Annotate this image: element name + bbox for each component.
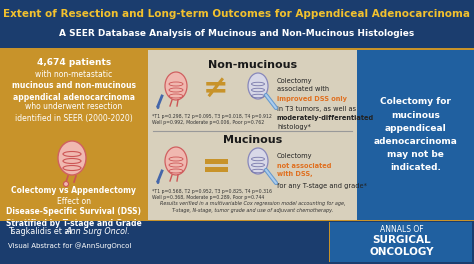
Text: in T3 tumors, as well as: in T3 tumors, as well as [277, 106, 356, 112]
Text: Disease-Specific Survival (DSS)
Stratified by T-stage and Grade: Disease-Specific Survival (DSS) Stratifi… [6, 207, 142, 228]
Text: Effect on: Effect on [57, 197, 91, 206]
Text: Visual Abstract for @AnnSurgOncol: Visual Abstract for @AnnSurgOncol [8, 243, 131, 249]
Text: Results verified in a multivariable Cox regression model accounting for age,
T-s: Results verified in a multivariable Cox … [160, 201, 345, 213]
Text: A SEER Database Analysis of Mucinous and Non-Mucinous Histologies: A SEER Database Analysis of Mucinous and… [59, 29, 415, 37]
Text: *T1 p=0.298, T2 p=0.095, T3 p=0.018, T4 p=0.912
Well p=0.992, Moderate p=0.006, : *T1 p=0.298, T2 p=0.095, T3 p=0.018, T4 … [152, 114, 272, 125]
Text: ≠: ≠ [203, 73, 229, 102]
Text: moderately-differentiated: moderately-differentiated [277, 115, 374, 121]
Text: mucinous and non-mucinous
appendical adenocarcinoma: mucinous and non-mucinous appendical ade… [12, 81, 136, 102]
Text: improved DSS only: improved DSS only [277, 96, 347, 102]
Bar [0, 48, 474, 50]
Bar [148, 50, 357, 220]
Text: Colectomy for
mucinous
appendiceal
adenocarcinoma
may not be
indicated.: Colectomy for mucinous appendiceal adeno… [374, 97, 457, 172]
Bar [0, 0, 474, 50]
Text: histology*: histology* [277, 124, 311, 130]
Text: for any T-stage and grade*: for any T-stage and grade* [277, 183, 367, 189]
Text: who underwent resection
identified in SEER (2000-2020): who underwent resection identified in SE… [15, 102, 133, 123]
Ellipse shape [248, 73, 268, 99]
Text: Non-mucinous: Non-mucinous [208, 60, 297, 70]
Text: Colectomy
associated with: Colectomy associated with [277, 78, 329, 92]
Ellipse shape [248, 148, 268, 174]
Text: SURGICAL: SURGICAL [373, 235, 431, 245]
Ellipse shape [165, 72, 187, 100]
Text: *T1 p=0.568, T2 p=0.952, T3 p=0.825, T4 p=0.316
Well p=0.368, Moderate p=0.289, : *T1 p=0.568, T2 p=0.952, T3 p=0.825, T4 … [152, 189, 272, 200]
Bar [329, 222, 330, 262]
Text: not associated
with DSS,: not associated with DSS, [277, 163, 331, 177]
Bar [357, 50, 474, 220]
Ellipse shape [64, 182, 69, 186]
Text: Ann Surg Oncol.: Ann Surg Oncol. [65, 228, 130, 237]
Bar [205, 159, 228, 164]
Bar [330, 222, 472, 262]
Ellipse shape [156, 180, 159, 184]
Text: ONCOLOGY: ONCOLOGY [370, 247, 434, 257]
Bar [205, 167, 228, 172]
Text: ANNALS OF: ANNALS OF [380, 224, 424, 233]
Ellipse shape [156, 105, 159, 109]
Ellipse shape [58, 141, 86, 175]
Bar [0, 220, 474, 264]
Bar [0, 219, 474, 221]
Bar [0, 50, 148, 220]
Text: Colectomy: Colectomy [277, 153, 312, 159]
Text: Extent of Resection and Long-term Outcomes for Appendiceal Adenocarcinoma: Extent of Resection and Long-term Outcom… [3, 9, 471, 19]
Text: Tsagkalidis et al.: Tsagkalidis et al. [8, 228, 77, 237]
Ellipse shape [165, 147, 187, 175]
Text: Mucinous: Mucinous [223, 135, 282, 145]
Text: Colectomy vs Appendectomy: Colectomy vs Appendectomy [11, 186, 137, 195]
Text: with non-metastatic: with non-metastatic [36, 70, 113, 79]
Text: 4,674 patients: 4,674 patients [37, 58, 111, 67]
